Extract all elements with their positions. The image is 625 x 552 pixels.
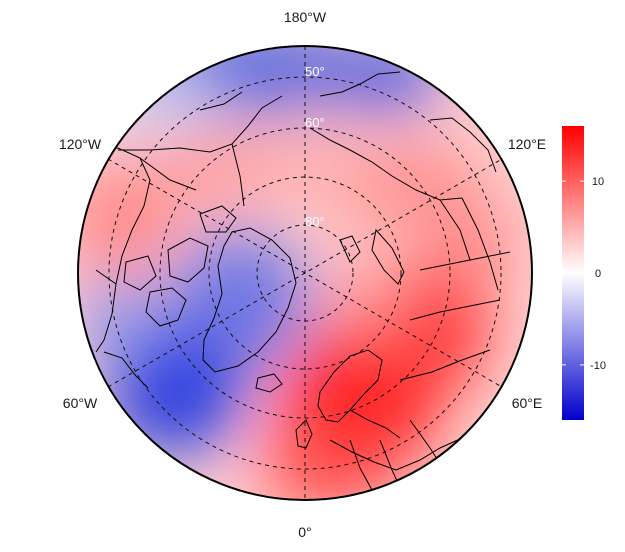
map-border — [77, 45, 533, 501]
graticule-meridians — [107, 46, 503, 500]
north-atlantic-cold — [105, 325, 245, 455]
lat-label-60: 60° — [305, 115, 325, 130]
lon-label-bottom: 0° — [298, 524, 311, 540]
lon-label-top: 180°W — [284, 9, 327, 25]
anomaly-field — [78, 46, 532, 500]
lon-label-upper-right: 120°E — [508, 136, 546, 152]
colorbar-tick-label: 10 — [592, 176, 604, 188]
lon-label-upper-left: 120°W — [59, 136, 102, 152]
colorbar-tick-label: 0 — [595, 268, 601, 280]
lon-label-lower-left: 60°W — [63, 395, 98, 411]
colorbar: 10 0 -10 — [562, 126, 606, 420]
coastlines — [95, 71, 511, 497]
lat-label-80: 80° — [305, 214, 325, 229]
colorbar-tick-label: -10 — [590, 360, 606, 372]
colorbar-gradient — [562, 126, 584, 420]
lat-label-50: 50° — [305, 64, 325, 79]
lon-label-lower-right: 60°E — [512, 395, 543, 411]
